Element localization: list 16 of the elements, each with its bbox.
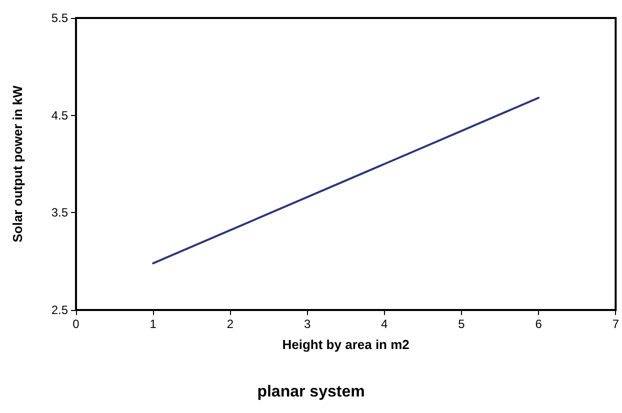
x-axis-title: Height by area in m2 bbox=[282, 337, 410, 352]
y-axis-title: Solar output power in kW bbox=[10, 84, 25, 242]
x-tick-label: 1 bbox=[150, 317, 157, 331]
y-tick-label: 2.5 bbox=[51, 303, 68, 317]
y-tick-label: 3.5 bbox=[51, 206, 68, 220]
text: planar system bbox=[257, 384, 365, 400]
x-tick-label: 4 bbox=[381, 317, 388, 331]
x-tick-label: 2 bbox=[226, 317, 234, 331]
x-tick-label: 5 bbox=[458, 317, 466, 331]
y-tick-label: 5.5 bbox=[51, 11, 68, 25]
y-tick-label: 4.5 bbox=[51, 108, 68, 122]
x-tick-label: 6 bbox=[535, 317, 542, 331]
line-series bbox=[152, 96, 540, 264]
x-tick-label: 3 bbox=[304, 317, 311, 331]
x-tick-label: 7 bbox=[612, 317, 620, 331]
x-tick-label: 0 bbox=[72, 317, 80, 331]
